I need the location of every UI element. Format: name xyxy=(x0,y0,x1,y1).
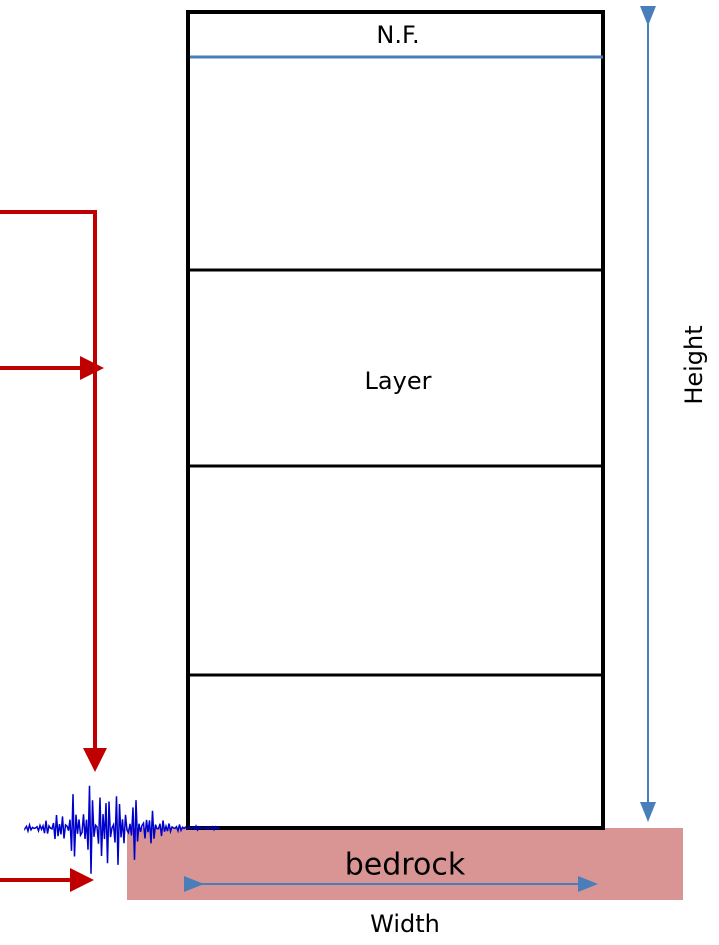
width-label: Width xyxy=(370,910,440,938)
soil-column xyxy=(188,12,603,828)
page: N.F. Layer bedrock Height Width (() => {… xyxy=(0,0,719,945)
height-label: Height xyxy=(680,325,708,404)
input-arrow xyxy=(0,212,95,764)
layer-label: Layer xyxy=(365,367,432,395)
water-table-label: N.F. xyxy=(376,21,419,49)
diagram: N.F. Layer bedrock Height Width xyxy=(0,0,719,945)
bedrock-label: bedrock xyxy=(345,848,466,883)
